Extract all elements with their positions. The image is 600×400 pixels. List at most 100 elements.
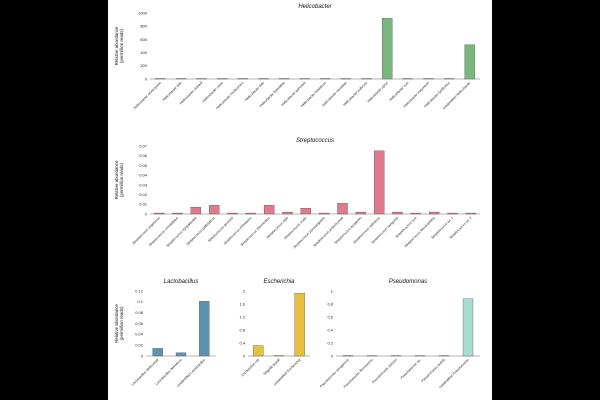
helicobacter-bar [464, 44, 475, 80]
streptococcus-xtick-label: Streptococcus thermophilus [403, 216, 436, 249]
helicobacter-ylabel-line: (permillion reads) [119, 29, 124, 63]
streptococcus-bar [154, 212, 165, 215]
pseudomonas-bar [414, 355, 426, 357]
helicobacter-xtick-label: Helicobacter pylori [366, 81, 389, 104]
lactobacillus-ytick-label: 0.04 [135, 332, 144, 337]
helicobacter-ytick-label: 600 [140, 37, 147, 42]
streptococcus-bar [447, 212, 458, 215]
helicobacter-bar [443, 78, 455, 80]
helicobacter-bar [320, 78, 331, 80]
streptococcus-bar [190, 207, 201, 215]
streptococcus-ytick-label: 0.05 [139, 163, 148, 168]
helicobacter-xtick-label: Helicobacter canis [201, 81, 224, 104]
escherichia-xtick-label: Escherichia coli [241, 358, 261, 378]
streptococcus-ytick-label: 0 [145, 211, 148, 216]
streptococcus-bar [300, 208, 311, 215]
helicobacter-ytick-label: 800 [140, 24, 147, 29]
lactobacillus-ylabel-line: Relative abundance [114, 304, 119, 343]
helicobacter-xtick-label: Helicobacter suis [388, 81, 409, 102]
pseudomonas-bar [366, 355, 378, 357]
helicobacter-bar [299, 78, 310, 80]
escherichia-ytick-label: 1.2 [239, 314, 245, 319]
streptococcus-bar [245, 212, 256, 215]
pseudomonas-ytick-label: 0.4 [327, 327, 333, 332]
helicobacter-ytick-label: 200 [140, 63, 147, 68]
streptococcus-bar [319, 212, 330, 215]
lactobacillus-ytick-label: 0.08 [135, 310, 144, 315]
streptococcus-chart: Streptococcus Relative abundance(permilli… [114, 138, 480, 249]
pseudomonas-ytick-label: 1 [331, 288, 334, 293]
helicobacter-title: Helicobacter [298, 4, 332, 10]
lactobacillus-ylabel-line: (permillion reads) [119, 306, 124, 340]
pseudomonas-bar [462, 298, 474, 357]
escherichia-ytick-label: 1.6 [239, 301, 245, 306]
escherichia-title: Escherichia [263, 279, 295, 285]
streptococcus-ytick-label: 0.02 [139, 192, 148, 197]
lactobacillus-bar [152, 348, 163, 357]
pseudomonas-ytick-label: 0.8 [327, 301, 333, 306]
escherichia-chart: Escherichia 0 0.4 0.8 1.2 1.6 2 Escherichia col… [239, 279, 310, 386]
helicobacter-bar [258, 78, 269, 80]
helicobacter-bar [423, 78, 434, 80]
helicobacter-bar [382, 18, 393, 80]
helicobacter-bar [361, 78, 372, 80]
escherichia-ytick-label: 0.4 [239, 340, 245, 345]
helicobacter-ytick-label: 0 [145, 76, 148, 81]
pseudomonas-title: Pseudomonas [389, 279, 427, 285]
helicobacter-bar [175, 78, 187, 80]
lactobacillus-ytick-label: 0.06 [135, 321, 144, 326]
helicobacter-bar [155, 78, 166, 80]
streptococcus-bar [264, 205, 275, 215]
streptococcus-bar [209, 205, 220, 215]
streptococcus-title: Streptococcus [296, 138, 334, 144]
helicobacter-chart: Helicobacter Relative abundance(permillio… [114, 4, 480, 110]
streptococcus-ytick-label: 0.06 [139, 153, 148, 158]
lactobacillus-ytick-label: 0 [141, 353, 144, 358]
streptococcus-xtick-label: Streptococcus parasanguinis [292, 216, 326, 250]
streptococcus-ytick-label: 0.01 [139, 202, 148, 207]
lactobacillus-ytick-label: 0.1 [137, 299, 143, 304]
escherichia-xtick-label: Shigella boydii [262, 358, 280, 376]
escherichia-ytick-label: 0 [243, 353, 246, 358]
helicobacter-bar [340, 78, 352, 80]
helicobacter-bar [217, 78, 228, 80]
escherichia-bar [253, 345, 264, 357]
pseudomonas-xtick-label: Pseudomonas stutzeri [371, 358, 398, 385]
lactobacillus-ytick-label: 0.12 [135, 288, 144, 293]
pseudomonas-bar [390, 355, 402, 357]
lactobacillus-title: Lactobacillus [164, 279, 199, 285]
helicobacter-ylabel: Relative abundance(permillion reads) [114, 26, 124, 65]
helicobacter-ylabel-line: Relative abundance [114, 26, 119, 65]
pseudomonas-ytick-label: 0 [331, 353, 334, 358]
helicobacter-bar [278, 78, 290, 80]
escherichia-ytick-label: 2 [243, 288, 246, 293]
streptococcus-bar [392, 211, 403, 215]
helicobacter-xtick-label: Helicobacter bilis [162, 81, 183, 102]
streptococcus-bar [465, 212, 476, 215]
pseudomonas-ytick-label: 0.2 [327, 340, 333, 345]
streptococcus-bar [374, 150, 385, 215]
figure-panel: Helicobacter Relative abundance(permillio… [108, 0, 492, 400]
streptococcus-ylabel: Relative abundance(permillion reads) [114, 160, 124, 199]
helicobacter-xtick-label: Helicobacter cinaedi [179, 81, 204, 106]
helicobacter-ytick-label: 400 [140, 50, 147, 55]
helicobacter-bar [237, 78, 248, 80]
lactobacillus-bar [175, 352, 187, 357]
escherichia-bar [273, 355, 285, 357]
streptococcus-bar [172, 212, 183, 215]
helicobacter-bar [402, 78, 413, 80]
streptococcus-ytick-label: 0.03 [139, 182, 148, 187]
helicobacter-xtick-label: Helicobacter felis [244, 81, 265, 102]
helicobacter-xtick-label: Helicobacter acinonychis [133, 81, 163, 111]
pseudomonas-bar [342, 355, 354, 357]
streptococcus-ytick-label: 0.07 [139, 143, 148, 148]
helicobacter-ytick-label: 1000 [138, 10, 148, 15]
streptococcus-bar [227, 212, 238, 215]
streptococcus-ylabel-line: Relative abundance [114, 160, 119, 199]
streptococcus-bar [429, 211, 440, 215]
streptococcus-ylabel-line: (permillion reads) [119, 163, 124, 197]
streptococcus-bar [410, 212, 421, 215]
streptococcus-bar [282, 211, 293, 215]
